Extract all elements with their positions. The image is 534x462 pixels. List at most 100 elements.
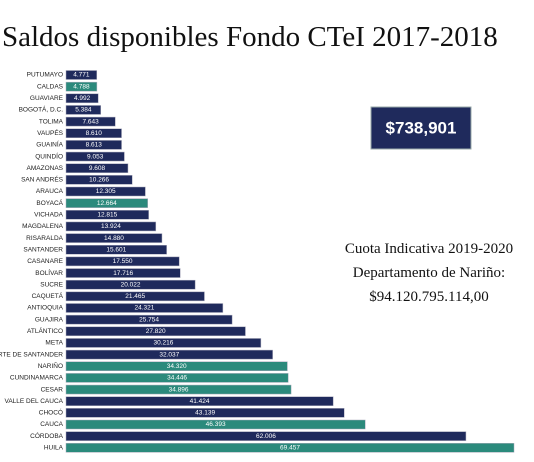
value-label: 24.321	[134, 305, 154, 312]
value-label: 9.053	[87, 153, 104, 160]
bar	[65, 419, 366, 430]
category-label: VALLE DEL CAUCA	[4, 398, 63, 405]
bar	[65, 93, 99, 104]
bar	[65, 70, 98, 80]
value-label: 8.610	[86, 130, 103, 137]
category-label: NARIÑO	[38, 361, 63, 370]
category-label: CASANARE	[27, 258, 63, 265]
value-label: 13.924	[101, 223, 121, 230]
bar	[65, 373, 289, 383]
category-label: ARAUCA	[36, 188, 64, 195]
annotation: Departamento de Nariño:	[353, 265, 505, 281]
bar	[65, 408, 345, 418]
bar	[65, 151, 125, 162]
category-label: AMAZONAS	[27, 165, 64, 172]
value-label: 46.393	[206, 421, 226, 428]
value-label: 30.216	[154, 340, 174, 347]
value-label: 27.820	[146, 328, 166, 335]
bar	[65, 245, 167, 255]
category-label: RISARALDA	[26, 235, 64, 242]
value-label: 21.465	[125, 293, 145, 300]
value-label: 5.384	[75, 107, 92, 114]
category-label: NORTE DE SANTANDER	[0, 351, 63, 358]
category-label: GUAINÍA	[36, 140, 63, 149]
bar	[65, 431, 467, 441]
category-label: CALDAS	[37, 83, 64, 90]
category-label: SAN ANDRÉS	[21, 175, 64, 184]
value-label: 17.716	[113, 270, 133, 277]
category-label: HUILA	[44, 445, 64, 452]
bar	[65, 361, 288, 371]
bar	[65, 186, 146, 197]
total-value: $738,901	[386, 118, 457, 137]
bar	[65, 314, 233, 325]
category-label: ANTIOQUIA	[27, 305, 63, 312]
category-label: CAQUETÁ	[32, 291, 64, 300]
bar	[65, 116, 116, 127]
value-label: 62.006	[256, 433, 276, 440]
category-label: PUTUMAYO	[27, 72, 63, 79]
category-label: CHOCÓ	[39, 408, 63, 417]
value-label: 9.608	[89, 165, 106, 172]
category-label: QUINDÍO	[35, 151, 63, 160]
bar	[65, 384, 292, 395]
bar	[65, 443, 515, 453]
bar	[65, 279, 196, 290]
category-label: TOLIMA	[39, 118, 64, 125]
category-label: BOYACÁ	[36, 198, 63, 207]
annotation: Cuota Indicativa 2019-2020	[345, 241, 513, 257]
category-label: SUCRE	[40, 281, 63, 288]
bar	[65, 128, 122, 138]
value-label: 20.022	[121, 281, 141, 288]
value-label: 15.601	[106, 246, 126, 253]
value-label: 25.754	[139, 316, 159, 323]
category-label: ATLÁNTICO	[27, 326, 63, 335]
category-label: CESAR	[41, 386, 64, 393]
category-label: META	[45, 340, 63, 347]
value-label: 14.880	[104, 235, 124, 242]
bar	[65, 233, 163, 243]
category-label: CAUCA	[40, 421, 63, 428]
bar	[65, 396, 334, 406]
category-label: BOGOTÁ, D.C.	[19, 105, 64, 114]
category-label: VAUPÉS	[37, 128, 64, 137]
bar	[65, 198, 148, 208]
value-label: 10.266	[89, 177, 109, 184]
bar	[65, 140, 122, 150]
value-label: 4.771	[73, 72, 90, 79]
bar	[65, 303, 224, 313]
category-label: GUAJIRA	[35, 316, 64, 323]
total-box	[370, 106, 472, 150]
value-label: 12.815	[97, 212, 117, 219]
chart-title: Saldos disponibles Fondo CTeI 2017-2018	[2, 21, 498, 53]
bar	[65, 326, 246, 337]
value-label: 7.643	[83, 118, 100, 125]
bar	[65, 175, 133, 185]
bar	[65, 105, 101, 115]
value-label: 17.550	[113, 258, 133, 265]
value-label: 43.139	[195, 410, 215, 417]
category-label: BOLÍVAR	[35, 268, 63, 277]
category-label: CÓRDOBA	[30, 431, 64, 440]
bar	[65, 221, 157, 232]
category-label: GUAVIARE	[30, 95, 64, 102]
bar	[65, 81, 98, 92]
value-label: 4.788	[73, 83, 90, 90]
value-label: 32.037	[159, 351, 179, 358]
bar	[65, 338, 262, 348]
bar	[65, 163, 129, 173]
bar	[65, 268, 181, 278]
value-label: 34.446	[167, 375, 187, 382]
bar	[65, 210, 149, 220]
value-label: 4.992	[74, 95, 91, 102]
bar	[65, 349, 273, 360]
category-label: CUNDINAMARCA	[10, 375, 64, 382]
bar	[65, 291, 205, 302]
value-label: 8.613	[86, 142, 103, 149]
category-label: VICHADA	[34, 212, 64, 219]
bar	[65, 256, 180, 267]
value-label: 69.457	[280, 445, 300, 452]
value-label: 34.320	[167, 363, 187, 370]
category-label: MAGDALENA	[22, 223, 63, 230]
